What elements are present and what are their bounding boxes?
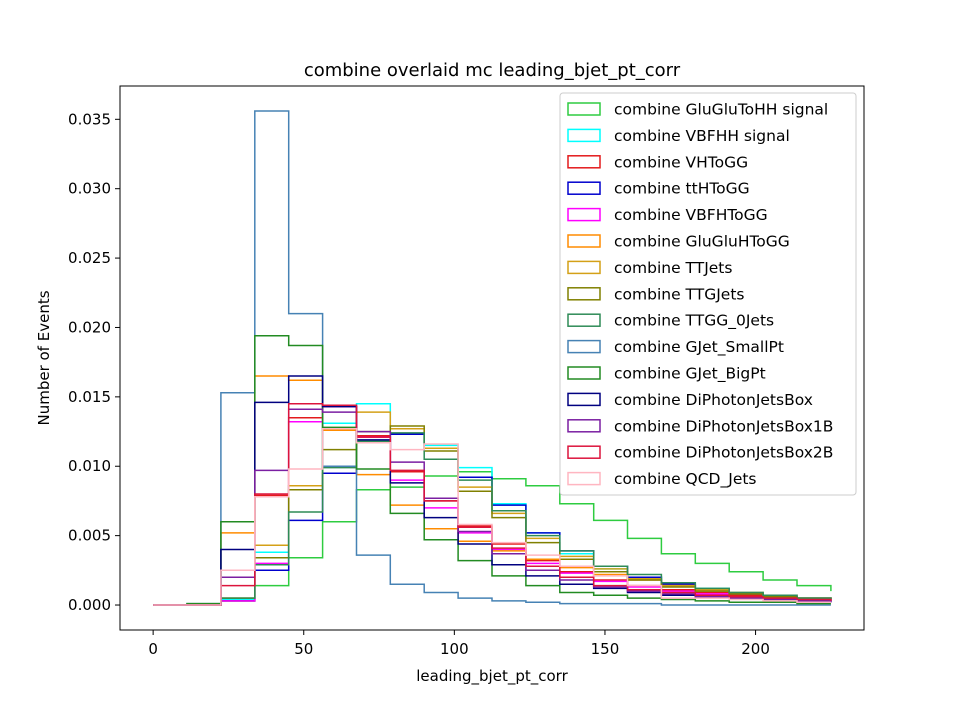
legend-label: combine VBFHToGG (614, 206, 768, 224)
legend-label: combine DiPhotonJetsBox (614, 391, 813, 409)
y-tick-label: 0.020 (68, 318, 111, 336)
legend-swatch (567, 366, 601, 380)
y-tick-label: 0.035 (68, 110, 111, 128)
series-line-9 (153, 110, 831, 606)
legend-label: combine GluGluHToGG (614, 233, 790, 251)
legend-label: combine TTGJets (614, 285, 744, 303)
x-tick-label: 200 (741, 640, 770, 658)
legend-swatch (567, 155, 601, 169)
y-tick-label: 0.005 (68, 527, 111, 545)
legend-box (559, 92, 857, 496)
series-line-8 (153, 432, 832, 606)
x-tick-label: 150 (591, 640, 620, 658)
y-tick-label: 0.015 (68, 388, 111, 406)
legend-swatch (567, 234, 601, 248)
legend-label: combine VBFHH signal (614, 127, 790, 145)
legend-swatch (567, 287, 601, 301)
legend-label: combine QCD_Jets (614, 470, 757, 489)
legend-swatch (567, 207, 601, 222)
legend-swatch (567, 419, 601, 433)
legend-label: combine GluGluToHH signal (614, 101, 828, 119)
x-tick-label: 100 (440, 640, 469, 658)
legend-swatch (567, 392, 601, 407)
legend-swatch (567, 313, 601, 327)
x-axis-label: leading_bjet_pt_corr (416, 667, 568, 686)
y-axis-label: Number of Events (35, 290, 53, 425)
legend-swatch (567, 102, 601, 116)
legend-label: combine TTGG_0Jets (614, 312, 774, 331)
y-tick-label: 0.010 (68, 457, 111, 475)
legend-swatch (567, 260, 601, 275)
legend-label: combine TTJets (614, 259, 732, 277)
legend-label: combine VHToGG (614, 153, 748, 171)
legend-label: combine DiPhotonJetsBox2B (614, 444, 833, 462)
legend-label: combine GJet_SmallPt (614, 338, 784, 357)
legend-swatch (567, 181, 601, 195)
legend-swatch (567, 445, 601, 459)
series-line-0 (153, 471, 832, 606)
plot-area: 0 50 100 150 200 0.000 0.005 0.010 0.015 0.020 0.0… (68, 85, 865, 658)
x-tick-label: 0 (148, 640, 158, 658)
x-tick-label: 50 (294, 640, 313, 658)
chart-title: combine overlaid mc leading_bjet_pt_corr (304, 60, 681, 81)
axes-frame (119, 85, 865, 631)
series-line-14 (153, 428, 831, 606)
y-tick-label: 0.000 (68, 596, 111, 614)
legend-label: combine ttHToGG (614, 180, 750, 198)
legend-label: combine GJet_BigPt (614, 365, 766, 384)
legend-swatch (567, 471, 601, 486)
legend-swatch (567, 339, 601, 354)
legend: combine GluGluToHH signal combine VBFHH s… (559, 92, 857, 496)
y-tick-label: 0.025 (68, 249, 111, 267)
y-tick-label: 0.030 (68, 180, 111, 198)
legend-swatch (567, 128, 601, 143)
series-line-13 (153, 403, 832, 606)
legend-label: combine DiPhotonJetsBox1B (614, 417, 833, 435)
